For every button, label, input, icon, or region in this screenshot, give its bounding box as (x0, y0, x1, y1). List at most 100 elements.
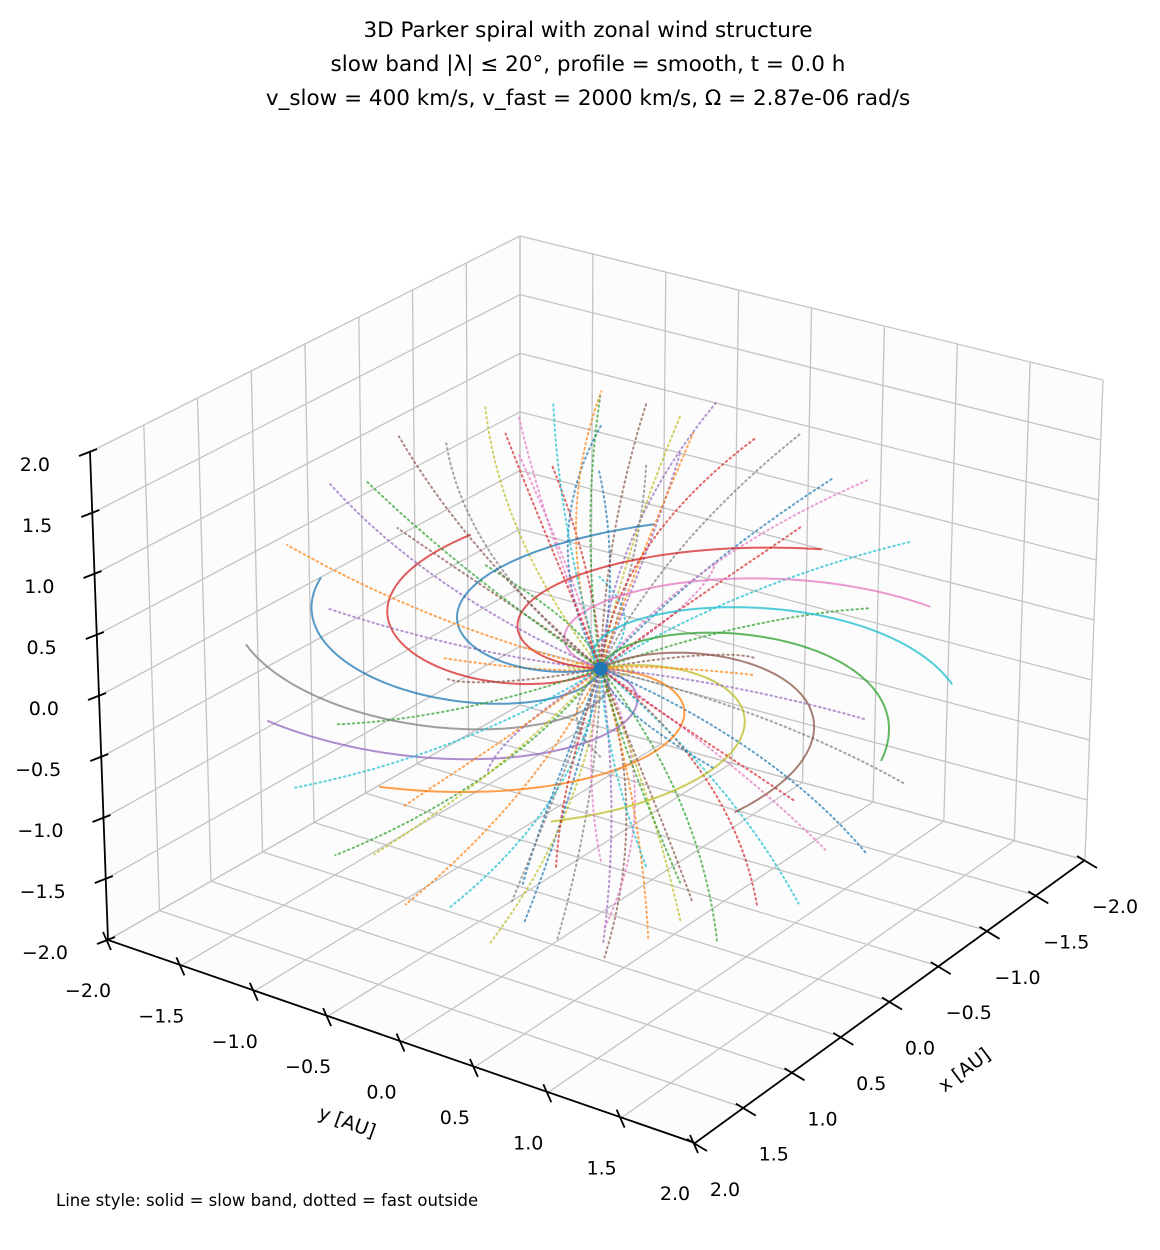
y-tick (395, 1033, 406, 1052)
fast-field-line (397, 435, 600, 668)
slow-field-line (600, 631, 891, 762)
floor-grid-line (262, 851, 842, 1038)
left-wall-grid-line (96, 411, 521, 636)
slow-field-line (602, 651, 816, 814)
slow-field-line (310, 577, 602, 705)
y-tick-label: −2.0 (65, 980, 111, 1002)
z-tick (78, 448, 98, 457)
fast-field-line (442, 657, 602, 672)
fast-field-line (403, 669, 600, 807)
fast-field-line (601, 562, 717, 669)
fast-field-line (602, 669, 759, 909)
fast-field-line (489, 670, 602, 944)
fast-field-line (600, 400, 718, 667)
z-tick-label: 0.5 (27, 637, 57, 659)
fast-field-line (556, 670, 602, 941)
x-tick (1076, 855, 1098, 869)
fast-field-line (575, 390, 603, 667)
y-tick-label: 0.0 (366, 1082, 396, 1104)
y-tick-label: −0.5 (285, 1056, 331, 1078)
slow-field-line (245, 643, 610, 731)
right-wall-grid-line (519, 235, 1104, 381)
fast-field-line (567, 660, 603, 670)
fast-field-line (504, 432, 601, 668)
floor-grid-line (159, 909, 745, 1109)
z-tick (87, 692, 107, 701)
y-tick-label: −1.0 (212, 1031, 258, 1053)
z-tick-label: 1.5 (22, 515, 52, 537)
fast-field-line (601, 669, 829, 853)
y-tick (542, 1083, 553, 1103)
fast-field-line (373, 669, 600, 856)
left-wall-grid-line (250, 370, 264, 852)
x-tick-label: 1.0 (807, 1108, 837, 1130)
fast-field-line (600, 436, 758, 668)
chart-title-line-3: v_slow = 400 km/s, v_fast = 2000 km/s, Ω… (265, 86, 911, 111)
fast-field-line (575, 668, 602, 759)
line-style-note: Line style: solid = slow band, dotted = … (56, 1191, 479, 1210)
fast-field-line (286, 544, 599, 669)
y-tick (469, 1058, 479, 1078)
right-wall-grid-line (519, 469, 1095, 621)
floor-pane (108, 705, 1085, 1143)
slow-field-line (266, 668, 639, 761)
floor-grid-line (401, 781, 803, 1043)
fast-field-line (601, 670, 719, 944)
x-tick (1027, 890, 1049, 905)
fast-field-line (600, 670, 613, 946)
slow-field-line (592, 606, 953, 686)
x-tick-label: 1.5 (759, 1144, 789, 1166)
fast-field-line (601, 670, 636, 929)
slow-field-line (550, 664, 746, 823)
tick-labels: −2.0−2.0−2.0−1.5−1.5−1.5−1.0−1.0−1.0−0.5… (15, 454, 1138, 1205)
fast-field-line (509, 670, 601, 905)
fast-field-line (600, 670, 628, 959)
x-tick-label: −2.0 (1092, 896, 1138, 918)
fast-field-line (333, 668, 599, 726)
right-wall-grid-line (1084, 379, 1104, 861)
x-tick (832, 1032, 854, 1046)
y-tick (175, 957, 186, 976)
z-tick-label: −1.0 (17, 820, 63, 842)
fast-field-line (602, 607, 871, 669)
slow-field-line (379, 667, 686, 793)
floor-grid-line (474, 801, 874, 1068)
fast-field-line (449, 670, 602, 909)
fast-field-line (327, 607, 600, 670)
fast-field-line (551, 464, 602, 668)
x-tick-label: 0.0 (905, 1038, 935, 1060)
fast-field-line (602, 653, 758, 670)
fast-field-line (447, 668, 600, 684)
z-tick (85, 631, 105, 640)
right-wall-grid-line (519, 411, 1097, 561)
fast-field-line (566, 422, 604, 668)
z-tick-label: 1.0 (24, 576, 54, 598)
x-tick (784, 1067, 805, 1082)
fast-field-line (600, 669, 694, 904)
fast-field-line (602, 669, 800, 905)
fast-field-line (600, 670, 682, 925)
y-tick-label: 2.0 (660, 1183, 690, 1205)
x-axis-label: x [AU] (934, 1044, 994, 1097)
axis-lines (78, 448, 1098, 1154)
fast-field-line (444, 439, 600, 668)
x-tick-label: 2.0 (710, 1179, 740, 1201)
fast-field-line (484, 402, 600, 668)
left-wall-grid-line (94, 352, 521, 575)
right-wall-grid-line (519, 352, 1099, 501)
fast-field-line (601, 667, 866, 721)
z-tick-label: −0.5 (15, 759, 61, 781)
x-tick (881, 996, 903, 1011)
fast-field-line (552, 401, 601, 668)
y-tick (322, 1007, 332, 1027)
z-tick (89, 753, 109, 762)
y-axis-label: y [AU] (316, 1102, 379, 1143)
x-tick (930, 961, 952, 975)
fast-field-line (396, 527, 601, 669)
fast-field-line (602, 526, 802, 668)
z-tick (94, 875, 114, 884)
fast-field-line (486, 668, 600, 772)
z-tick (92, 814, 111, 823)
y-tick-label: −1.5 (138, 1005, 184, 1027)
